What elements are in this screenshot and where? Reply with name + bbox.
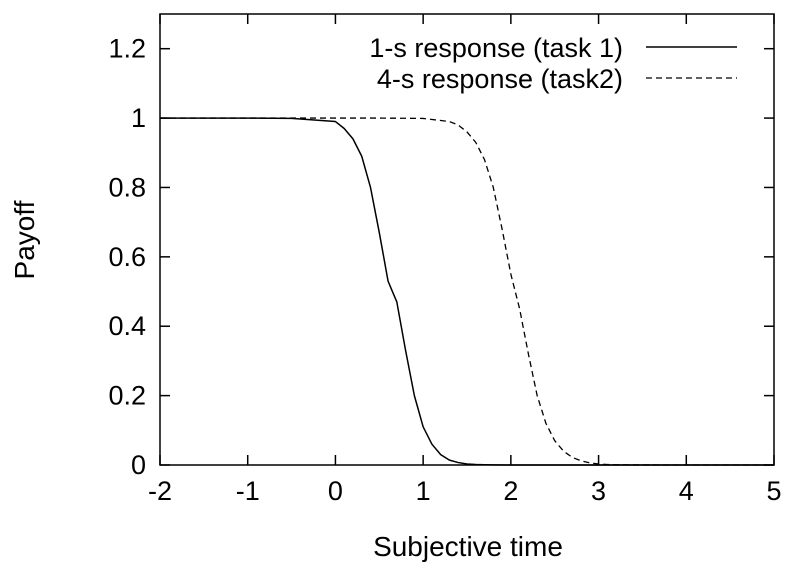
y-tick-label: 1.2 bbox=[108, 34, 146, 64]
series-line-1 bbox=[160, 117, 774, 466]
y-tick-label: 0.4 bbox=[108, 311, 146, 341]
y-tick-label: 0 bbox=[131, 450, 146, 480]
x-tick-label: 3 bbox=[591, 476, 606, 506]
plot-frame bbox=[159, 13, 775, 466]
x-tick-label: 0 bbox=[328, 476, 343, 506]
x-tick-label: 1 bbox=[416, 476, 431, 506]
x-tick-label: 4 bbox=[679, 476, 694, 506]
y-tick-label: 1 bbox=[131, 103, 146, 133]
y-tick-label: 0.2 bbox=[108, 381, 146, 411]
x-tick-label: 5 bbox=[766, 476, 781, 506]
series-line-2 bbox=[160, 117, 774, 466]
legend-label-series-1: 1-s response (task 1) bbox=[369, 33, 623, 63]
x-tick-label: -1 bbox=[236, 476, 260, 506]
legend: 1-s response (task 1) 4-s response (task… bbox=[369, 33, 737, 94]
ticks-layer bbox=[159, 14, 775, 466]
tick-labels-layer: -2 -1 0 1 2 3 4 5 0 0.2 0.4 0.6 0.8 1 1.2 bbox=[108, 34, 781, 506]
x-tick-label: 2 bbox=[503, 476, 518, 506]
x-axis-label: Subjective time bbox=[373, 531, 563, 562]
y-tick-label: 0.6 bbox=[108, 242, 146, 272]
y-axis-label: Payoff bbox=[9, 200, 40, 279]
y-tick-label: 0.8 bbox=[108, 172, 146, 202]
legend-label-series-2: 4-s response (task2) bbox=[377, 64, 623, 94]
curves-layer bbox=[160, 117, 774, 466]
x-tick-label: -2 bbox=[148, 476, 172, 506]
